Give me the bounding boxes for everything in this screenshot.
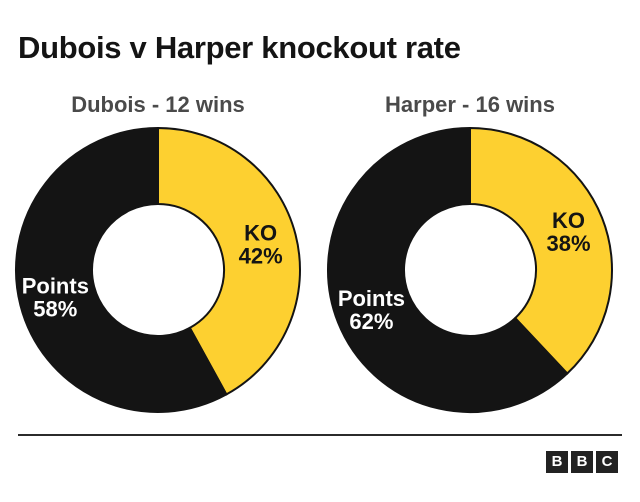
slice-value-label: 58%: [33, 296, 77, 321]
chart-subtitle: Dubois - 12 wins: [71, 92, 245, 117]
logo-letter: B: [571, 451, 593, 473]
chart-title: Dubois v Harper knockout rate: [18, 30, 461, 65]
slice-label: Points: [338, 286, 405, 311]
donut-slice-points: [327, 126, 569, 413]
slice-value-label: 42%: [239, 244, 283, 269]
donut-chart-dubois: Dubois - 12 wins KO 42% Points 58%: [8, 92, 308, 422]
donut-slice-ko: [157, 126, 301, 396]
logo-letter: C: [596, 451, 618, 473]
slice-value-label: 62%: [349, 309, 393, 334]
donut-slice-ko: [469, 126, 614, 375]
donut-slice-points: [15, 126, 228, 413]
slice-label: KO: [244, 221, 277, 246]
donut-chart-harper: Harper - 16 wins KO 38% Points 62%: [320, 92, 620, 422]
bbc-logo: B B C: [546, 451, 618, 473]
footer-divider: [18, 434, 622, 436]
logo-letter: B: [546, 451, 568, 473]
chart-subtitle: Harper - 16 wins: [385, 92, 555, 117]
slice-value-label: 38%: [547, 231, 591, 256]
slice-label: Points: [22, 273, 89, 298]
slice-label: KO: [552, 208, 585, 233]
